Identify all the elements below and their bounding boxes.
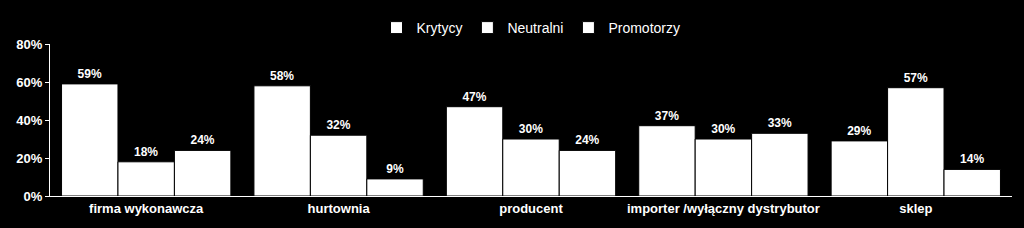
svg-text:14%: 14% (960, 152, 984, 166)
svg-text:20%: 20% (16, 151, 42, 166)
svg-text:9%: 9% (386, 162, 404, 176)
svg-text:33%: 33% (768, 116, 792, 130)
svg-text:30%: 30% (711, 122, 735, 136)
svg-text:80%: 80% (16, 37, 42, 52)
svg-text:47%: 47% (462, 90, 486, 104)
svg-text:firma wykonawcza: firma wykonawcza (89, 201, 204, 216)
svg-text:Neutralni: Neutralni (507, 20, 563, 36)
svg-text:24%: 24% (575, 133, 599, 147)
svg-text:59%: 59% (78, 67, 102, 81)
svg-text:Promotorzy: Promotorzy (608, 20, 680, 36)
svg-text:58%: 58% (270, 69, 294, 83)
svg-text:sklep: sklep (899, 201, 932, 216)
svg-text:importer /wyłączny dystrybutor: importer /wyłączny dystrybutor (627, 201, 820, 216)
svg-text:0%: 0% (24, 189, 43, 204)
svg-text:Krytycy: Krytycy (417, 20, 463, 36)
svg-text:30%: 30% (519, 122, 543, 136)
svg-text:32%: 32% (326, 118, 350, 132)
svg-text:57%: 57% (904, 71, 928, 85)
svg-text:hurtownia: hurtownia (308, 201, 371, 216)
svg-text:producent: producent (499, 201, 563, 216)
svg-text:60%: 60% (16, 75, 42, 90)
svg-text:37%: 37% (655, 109, 679, 123)
svg-text:29%: 29% (847, 124, 871, 138)
svg-text:40%: 40% (16, 113, 42, 128)
svg-text:24%: 24% (190, 133, 214, 147)
svg-text:18%: 18% (134, 145, 158, 159)
